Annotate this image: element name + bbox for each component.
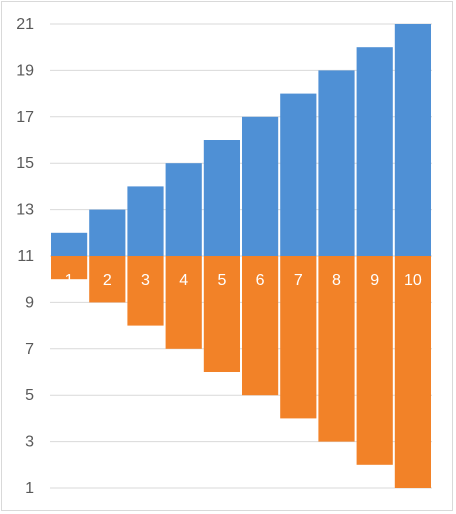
y-tick-label: 21 (16, 16, 34, 33)
bar-series-1 (242, 116, 279, 256)
y-tick-label: 17 (16, 109, 34, 126)
category-label: 5 (217, 272, 226, 289)
bar-series-1 (356, 47, 393, 257)
y-tick-label: 19 (16, 62, 34, 79)
y-tick-label: 9 (25, 294, 34, 311)
bar-series-1 (165, 163, 202, 256)
category-label: 7 (294, 272, 303, 289)
y-tick-label: 3 (25, 434, 34, 451)
y-tick-label: 15 (16, 155, 34, 172)
category-label: 9 (370, 272, 379, 289)
bar-series-1 (280, 93, 317, 256)
bar-series-2 (51, 256, 88, 280)
y-tick-label: 7 (25, 341, 34, 358)
bar-series-2 (280, 256, 317, 419)
bar-series-1 (127, 186, 164, 256)
y-tick-label: 13 (16, 202, 34, 219)
bar-series-1 (394, 24, 431, 256)
category-label: 10 (404, 272, 422, 289)
bars (51, 24, 431, 488)
category-label: 2 (103, 272, 112, 289)
bar-series-2 (165, 256, 202, 349)
bar-series-2 (89, 256, 126, 303)
category-label: 6 (256, 272, 265, 289)
category-labels: 1 2 3 4 5 6 7 8 9 10 (65, 272, 422, 289)
category-label: 8 (332, 272, 341, 289)
y-tick-label: 5 (25, 387, 34, 404)
category-label: 3 (141, 272, 150, 289)
category-label: 1 (65, 272, 74, 289)
y-tick-label: 1 (25, 480, 34, 497)
bar-series-1 (51, 232, 88, 256)
bar-series-2 (242, 256, 279, 396)
bar-series-2 (127, 256, 164, 326)
bar-series-1 (203, 140, 240, 256)
category-label: 4 (179, 272, 188, 289)
bar-series-2 (356, 256, 393, 465)
bar-series-2 (394, 256, 431, 488)
bar-series-2 (318, 256, 355, 442)
y-tick-label: 11 (17, 248, 34, 265)
bar-series-2 (203, 256, 240, 372)
bar-series-1 (318, 70, 355, 257)
bar-series-1 (89, 209, 126, 256)
